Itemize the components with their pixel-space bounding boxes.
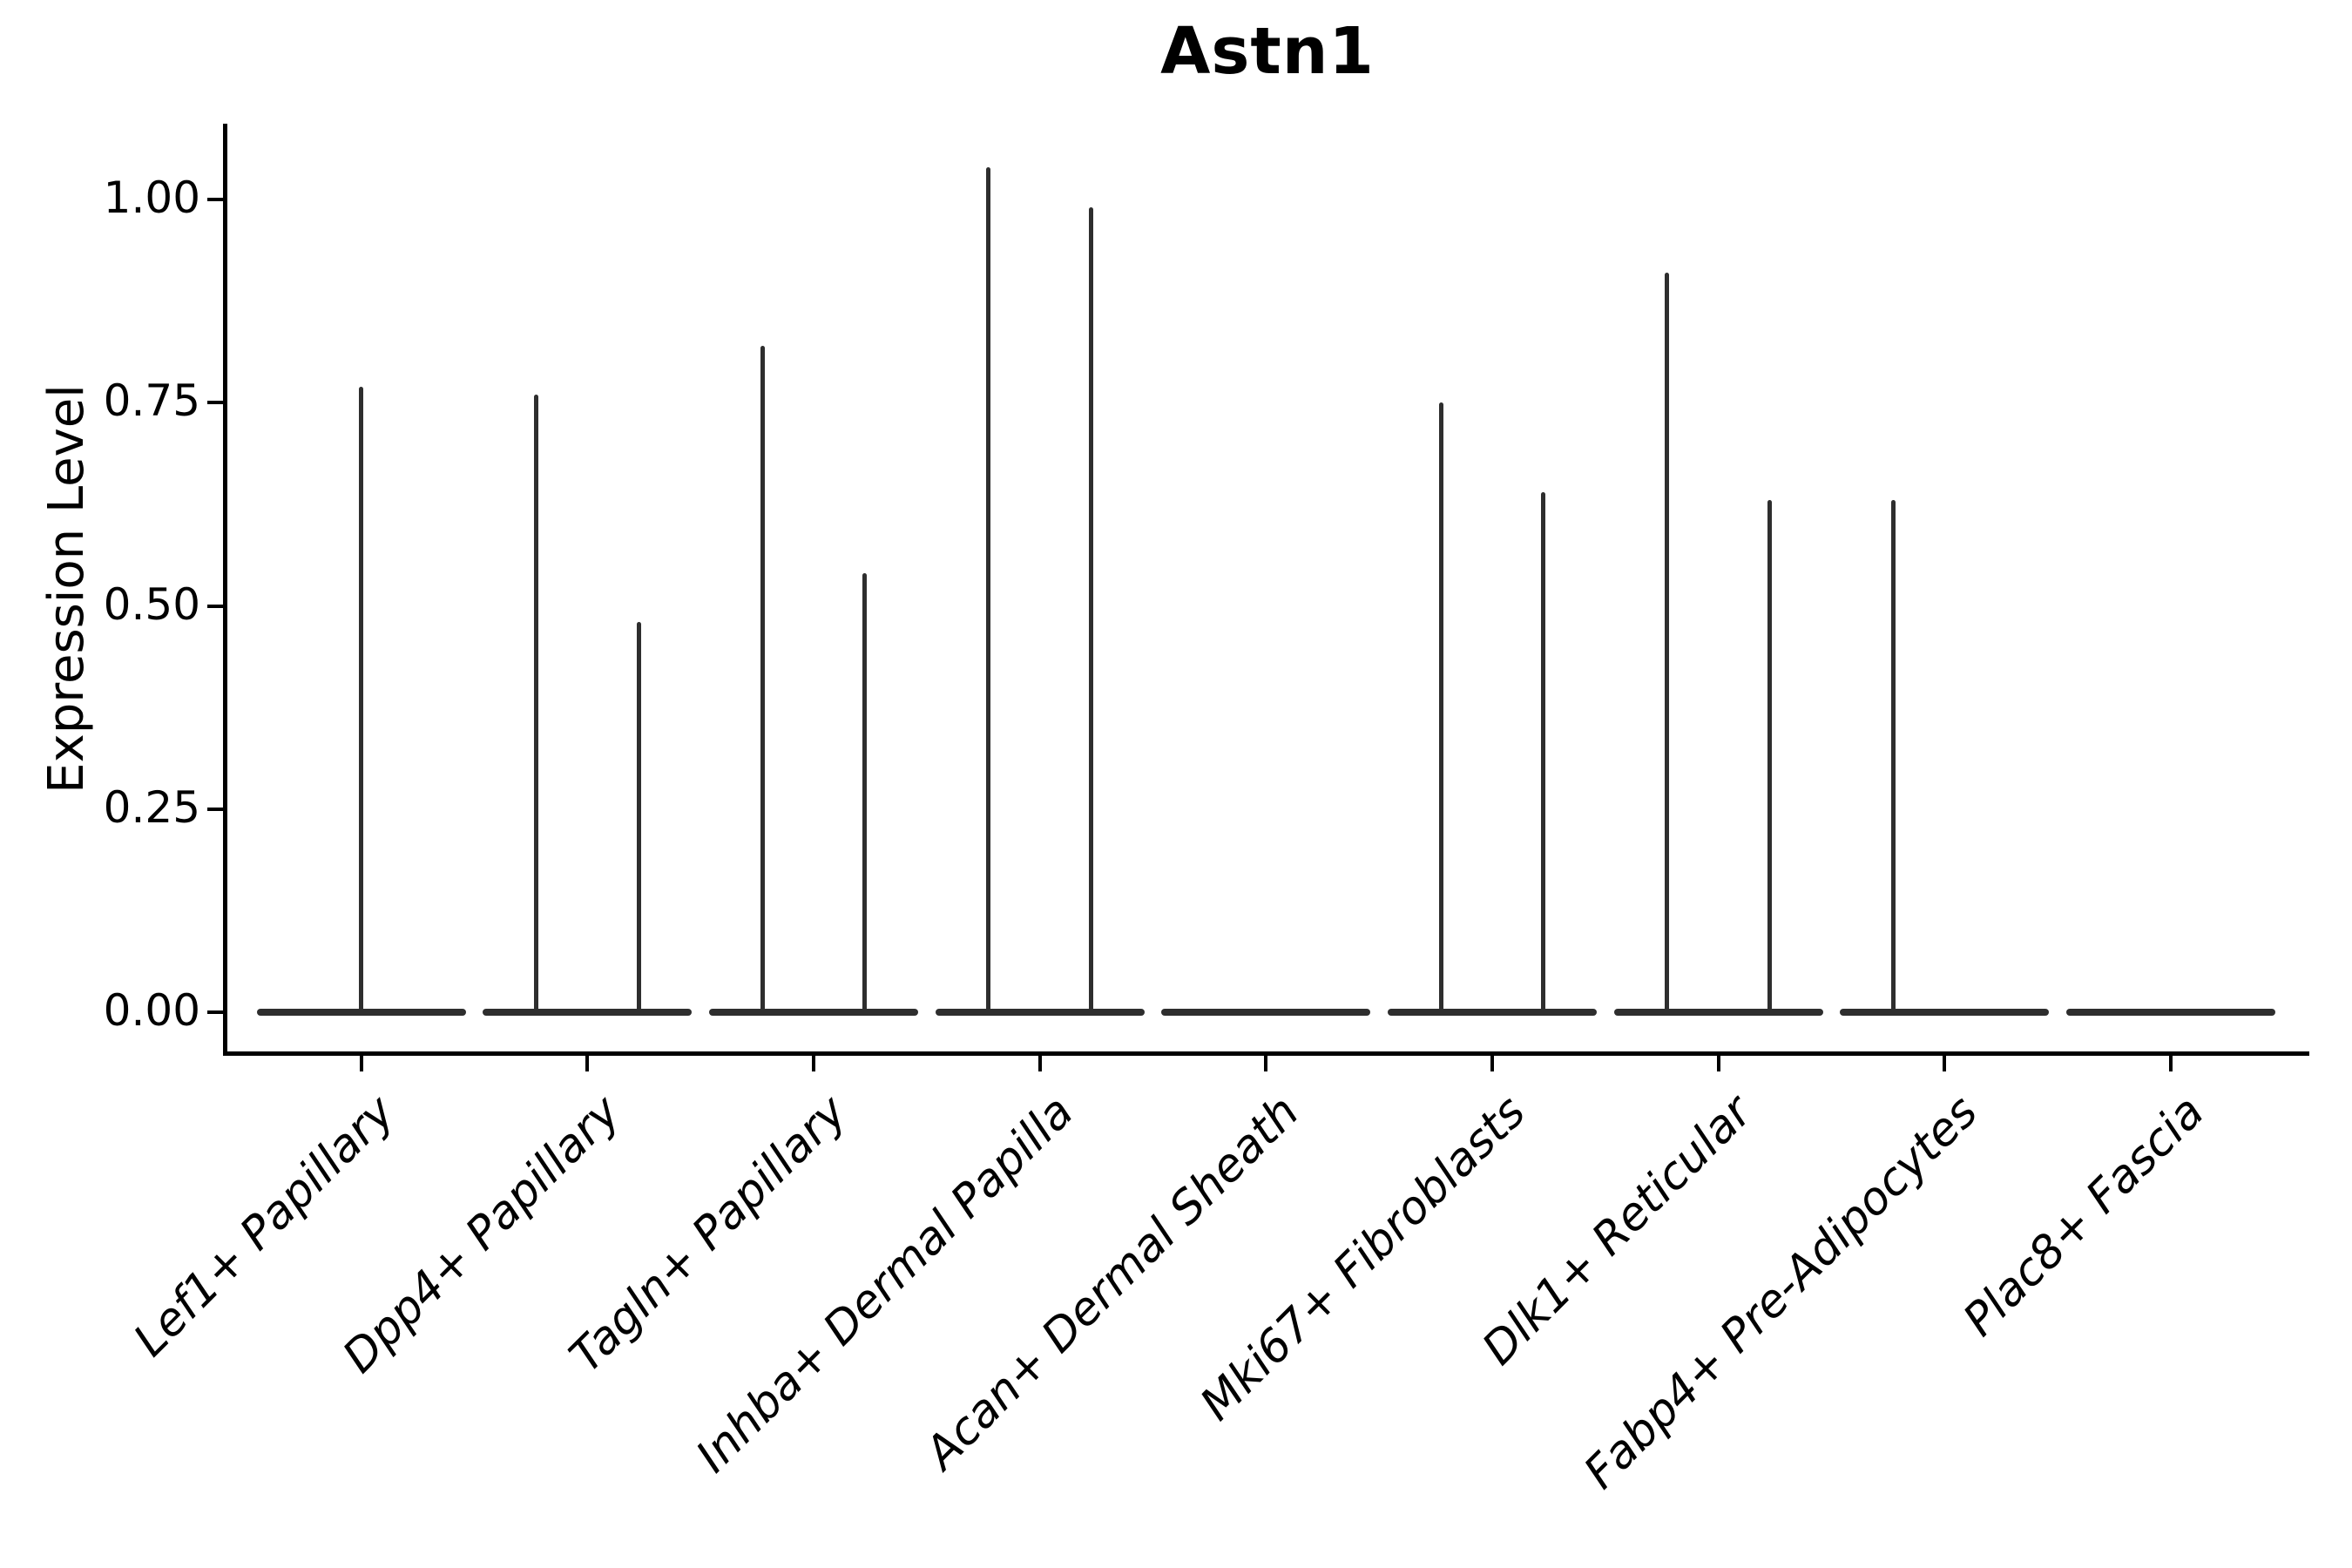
- x-tick: [585, 1056, 590, 1071]
- x-tick: [1943, 1056, 1947, 1071]
- x-tick-label: Dlk1+ Reticular: [1472, 1085, 1762, 1375]
- y-tick: [207, 1010, 223, 1014]
- x-tick-label: Dpp4+ Papillary: [333, 1085, 632, 1383]
- violin-spike: [636, 622, 641, 1014]
- violin-spike: [533, 394, 538, 1014]
- chart-title: Astn1: [1160, 14, 1375, 89]
- y-tick: [207, 401, 223, 405]
- violin-spike: [862, 573, 868, 1014]
- violin-spike: [1088, 207, 1093, 1014]
- x-tick: [1716, 1056, 1720, 1071]
- y-tick-label: 0.25: [103, 781, 200, 833]
- y-tick-label: 1.00: [103, 172, 200, 223]
- violin-spike: [986, 166, 991, 1014]
- x-tick: [1264, 1056, 1268, 1071]
- y-tick: [207, 604, 223, 608]
- x-tick-label: Tagln+ Papillary: [559, 1085, 857, 1383]
- y-tick: [207, 198, 223, 201]
- violin-body: [1840, 1009, 2050, 1016]
- violin-spike: [1767, 500, 1772, 1014]
- x-tick-label: Inhba+ Dermal Papilla: [686, 1085, 1084, 1484]
- violin-spike: [1665, 272, 1670, 1014]
- y-tick-label: 0.75: [103, 375, 200, 427]
- x-tick-label: Fabp4+ Pre-Adipocytes: [1574, 1085, 1989, 1499]
- violin-body: [1613, 1009, 1823, 1016]
- x-tick: [1037, 1056, 1042, 1071]
- violin-body: [935, 1009, 1145, 1016]
- x-tick: [1490, 1056, 1494, 1071]
- x-tick-label: Mki67+ Fibroblasts: [1190, 1085, 1536, 1431]
- y-tick-label: 0.00: [103, 985, 200, 1036]
- violin-body: [1161, 1009, 1371, 1016]
- violin-body: [483, 1009, 693, 1016]
- x-tick: [811, 1056, 815, 1071]
- y-axis-spine: [223, 124, 227, 1056]
- y-tick: [207, 807, 223, 811]
- violin-spike: [1541, 491, 1546, 1014]
- violin-body: [2065, 1009, 2275, 1016]
- violin-spike: [1890, 500, 1896, 1014]
- x-axis-spine: [223, 1051, 2309, 1056]
- x-tick-label: Plac8+ Fascia: [1953, 1085, 2214, 1347]
- violin-body: [708, 1009, 918, 1016]
- violin-spike: [359, 386, 364, 1014]
- x-tick: [2168, 1056, 2173, 1071]
- violin-spike: [1438, 402, 1443, 1014]
- x-tick: [359, 1056, 363, 1071]
- violin-spike: [760, 345, 765, 1014]
- y-tick-label: 0.50: [103, 578, 200, 630]
- violin-body: [1387, 1009, 1597, 1016]
- x-tick-label: Acan+ Dermal Sheath: [916, 1085, 1310, 1480]
